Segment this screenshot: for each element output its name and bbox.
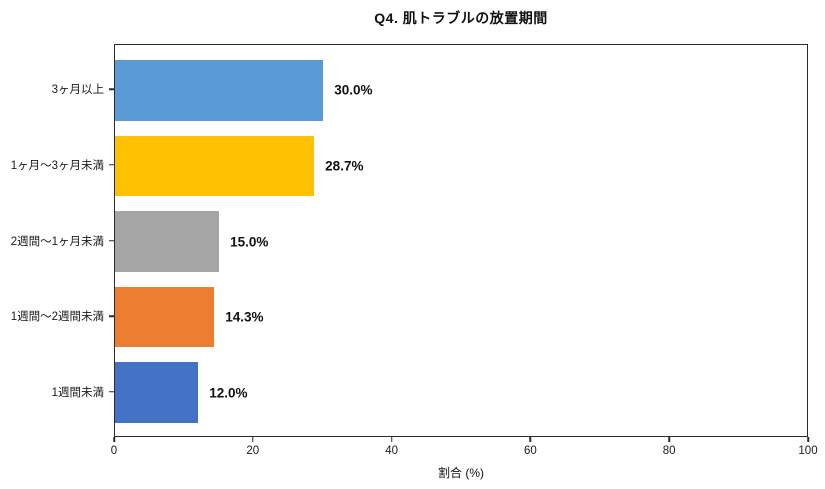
category-label: 2週間〜1ヶ月未満 (10, 235, 104, 248)
bar-value-label: 14.3% (225, 309, 264, 325)
y-axis-tick (109, 239, 114, 242)
x-tick-label: 60 (523, 445, 537, 457)
y-axis-tick (109, 88, 114, 91)
x-axis-tick (668, 437, 670, 442)
bar-value-label: 28.7% (325, 158, 364, 174)
x-axis-tick (252, 437, 254, 442)
bar (115, 286, 215, 348)
y-axis-tick (109, 164, 114, 166)
x-axis-label: 割合 (%) (438, 466, 484, 480)
bar (115, 362, 199, 423)
plot-area: 30.0% 28.7% 15.0% 14.3% 12.0% (114, 44, 808, 437)
x-tick-label: 40 (385, 445, 398, 457)
x-axis-tick (390, 437, 393, 442)
category-label: 1ヶ月〜3ヶ月未満 (10, 159, 104, 172)
y-axis-tick (109, 315, 114, 317)
x-axis-tick (807, 437, 809, 442)
x-axis-tick (529, 437, 532, 442)
bar (115, 60, 324, 121)
category-label: 3ヶ月以上 (51, 84, 104, 97)
bar (115, 135, 315, 197)
x-axis-tick (113, 437, 115, 442)
x-tick-label: 100 (798, 445, 818, 457)
x-tick-label: 20 (246, 445, 260, 457)
bar (115, 211, 220, 272)
category-label: 1週間未満 (51, 386, 104, 399)
bar-value-label: 12.0% (209, 385, 248, 401)
y-axis-tick (109, 390, 114, 393)
chart-title: Q4. 肌トラブルの放置期間 (374, 10, 548, 26)
x-tick-label: 80 (662, 445, 676, 457)
category-label: 1週間〜2週間未満 (10, 311, 104, 324)
bar-value-label: 15.0% (230, 234, 269, 249)
bar-value-label: 30.0% (334, 82, 373, 98)
x-tick-label: 0 (110, 445, 118, 457)
